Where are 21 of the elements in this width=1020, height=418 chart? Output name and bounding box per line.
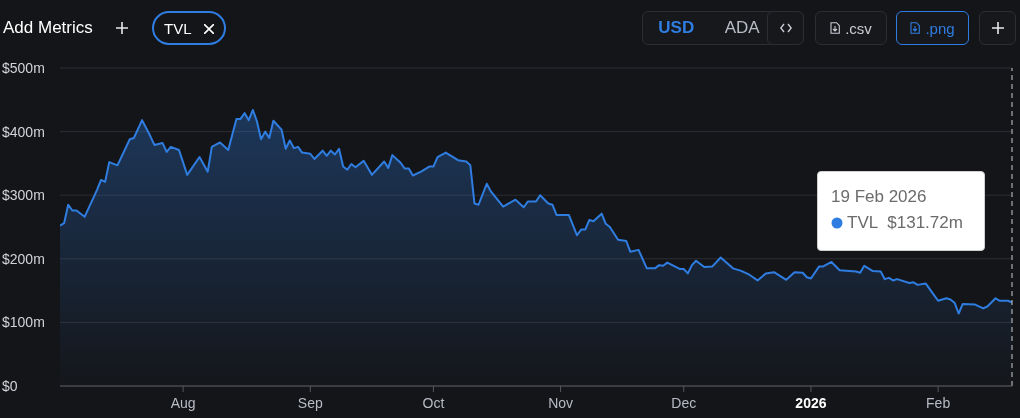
y-tick-label: $0: [2, 378, 18, 394]
x-tick-label: 2026: [795, 395, 827, 411]
y-tick-label: $300m: [2, 187, 45, 204]
x-tick-label: Nov: [548, 395, 574, 411]
text: TVL: [164, 19, 192, 37]
text: USD: [658, 18, 695, 38]
x-tick-label: Oct: [422, 395, 445, 411]
annotation: 19 Feb 2026: [831, 186, 928, 208]
x-tick-label: Feb: [926, 395, 951, 411]
x-tick-label: Dec: [671, 395, 697, 411]
y-tick-label: $500m: [2, 60, 45, 76]
y-tick-label: $100m: [2, 314, 45, 331]
y-tick-label: $200m: [2, 250, 45, 267]
text: .csv: [845, 19, 872, 37]
text: ADA: [724, 18, 760, 38]
y-tick-label: $400m: [2, 123, 45, 140]
text: Add Metrics: [3, 18, 93, 38]
x-tick-label: Sep: [297, 395, 323, 411]
annotation: TVL $131.72m: [847, 212, 963, 234]
x-tick-label: Aug: [170, 395, 196, 411]
text: .png: [925, 19, 955, 37]
